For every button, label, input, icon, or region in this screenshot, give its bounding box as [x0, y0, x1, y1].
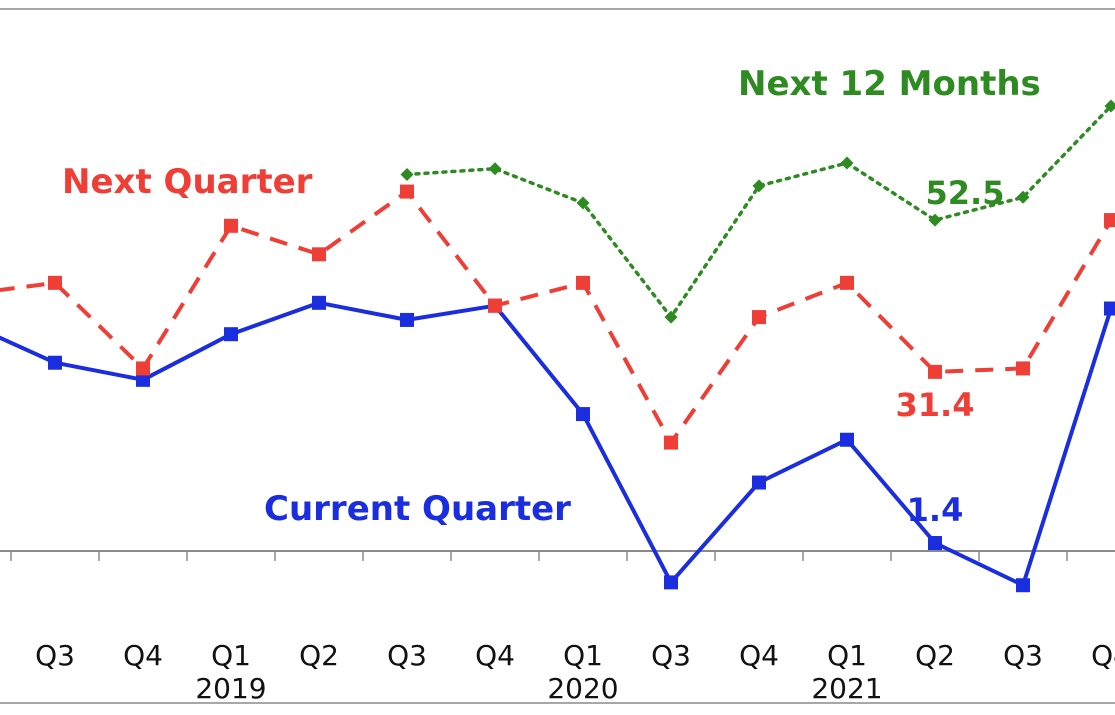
data-point-marker	[576, 407, 590, 422]
x-tick-label: Q3	[651, 639, 691, 672]
data-point-marker	[488, 298, 502, 313]
series-line	[0, 300, 1113, 588]
data-point-marker	[1104, 99, 1115, 113]
x-tick-label: Q4	[123, 639, 163, 672]
data-point-marker	[488, 162, 502, 176]
data-point-marker	[664, 435, 678, 450]
data-point-marker	[400, 167, 414, 181]
data-point-marker	[1016, 361, 1030, 376]
x-tick-label: Q3	[35, 639, 75, 672]
data-point-marker	[664, 575, 678, 590]
data-point-marker	[48, 275, 62, 290]
series-next-quarter	[0, 184, 1115, 450]
data-value-label: 52.5	[926, 174, 1005, 212]
data-value-label: 1.4	[907, 491, 964, 529]
data-point-marker	[752, 475, 766, 490]
data-point-marker	[576, 196, 590, 210]
data-point-marker	[840, 275, 854, 290]
x-tick-label: Q2	[299, 639, 339, 672]
x-year-label: 2019	[195, 672, 266, 705]
data-point-marker	[1104, 213, 1115, 228]
data-point-marker	[928, 213, 942, 227]
data-point-marker	[1016, 190, 1030, 204]
data-point-marker	[1016, 578, 1030, 593]
data-point-marker	[400, 312, 414, 327]
x-tick-label: Q1	[827, 639, 867, 672]
data-point-marker	[928, 364, 942, 379]
series-name-label: Next Quarter	[62, 162, 313, 202]
data-point-marker	[840, 432, 854, 447]
data-point-marker	[664, 310, 678, 324]
data-point-marker	[752, 179, 766, 193]
x-tick-label: Q4	[1091, 639, 1115, 672]
x-year-label: 2020	[547, 672, 618, 705]
data-point-marker	[224, 218, 238, 233]
data-value-label: 31.4	[896, 386, 975, 424]
data-point-marker	[400, 184, 414, 199]
x-tick-label: Q3	[387, 639, 427, 672]
x-tick-label: Q1	[211, 639, 251, 672]
series-next-12-months	[400, 99, 1115, 324]
x-axis: Q3 Q4 Q1 Q2 Q3 Q4 Q1 Q3 Q4 Q1 Q2 Q3 Q4 2019 2020 2021	[0, 550, 1115, 705]
data-point-marker	[136, 361, 150, 376]
data-point-marker	[928, 536, 942, 551]
data-point-marker	[1104, 301, 1115, 316]
series-name-label: Current Quarter	[264, 489, 571, 529]
data-point-marker	[840, 156, 854, 170]
label-layer: Current Quarter Next Quarter Next 12 Month…	[62, 64, 1041, 529]
series-current-quarter	[0, 295, 1115, 593]
x-tick-label: Q4	[739, 639, 779, 672]
data-point-marker	[48, 355, 62, 370]
data-point-marker	[136, 372, 150, 387]
x-tick-label: Q4	[475, 639, 515, 672]
x-year-label: 2021	[811, 672, 882, 705]
series-layer	[0, 99, 1115, 593]
data-point-marker	[576, 275, 590, 290]
data-point-marker	[312, 295, 326, 310]
x-tick-label: Q1	[563, 639, 603, 672]
data-point-marker	[312, 247, 326, 262]
series-name-label: Next 12 Months	[738, 64, 1041, 104]
x-tick-label: Q2	[915, 639, 955, 672]
data-point-marker	[752, 310, 766, 325]
x-tick-label: Q3	[1003, 639, 1043, 672]
data-point-marker	[224, 327, 238, 342]
